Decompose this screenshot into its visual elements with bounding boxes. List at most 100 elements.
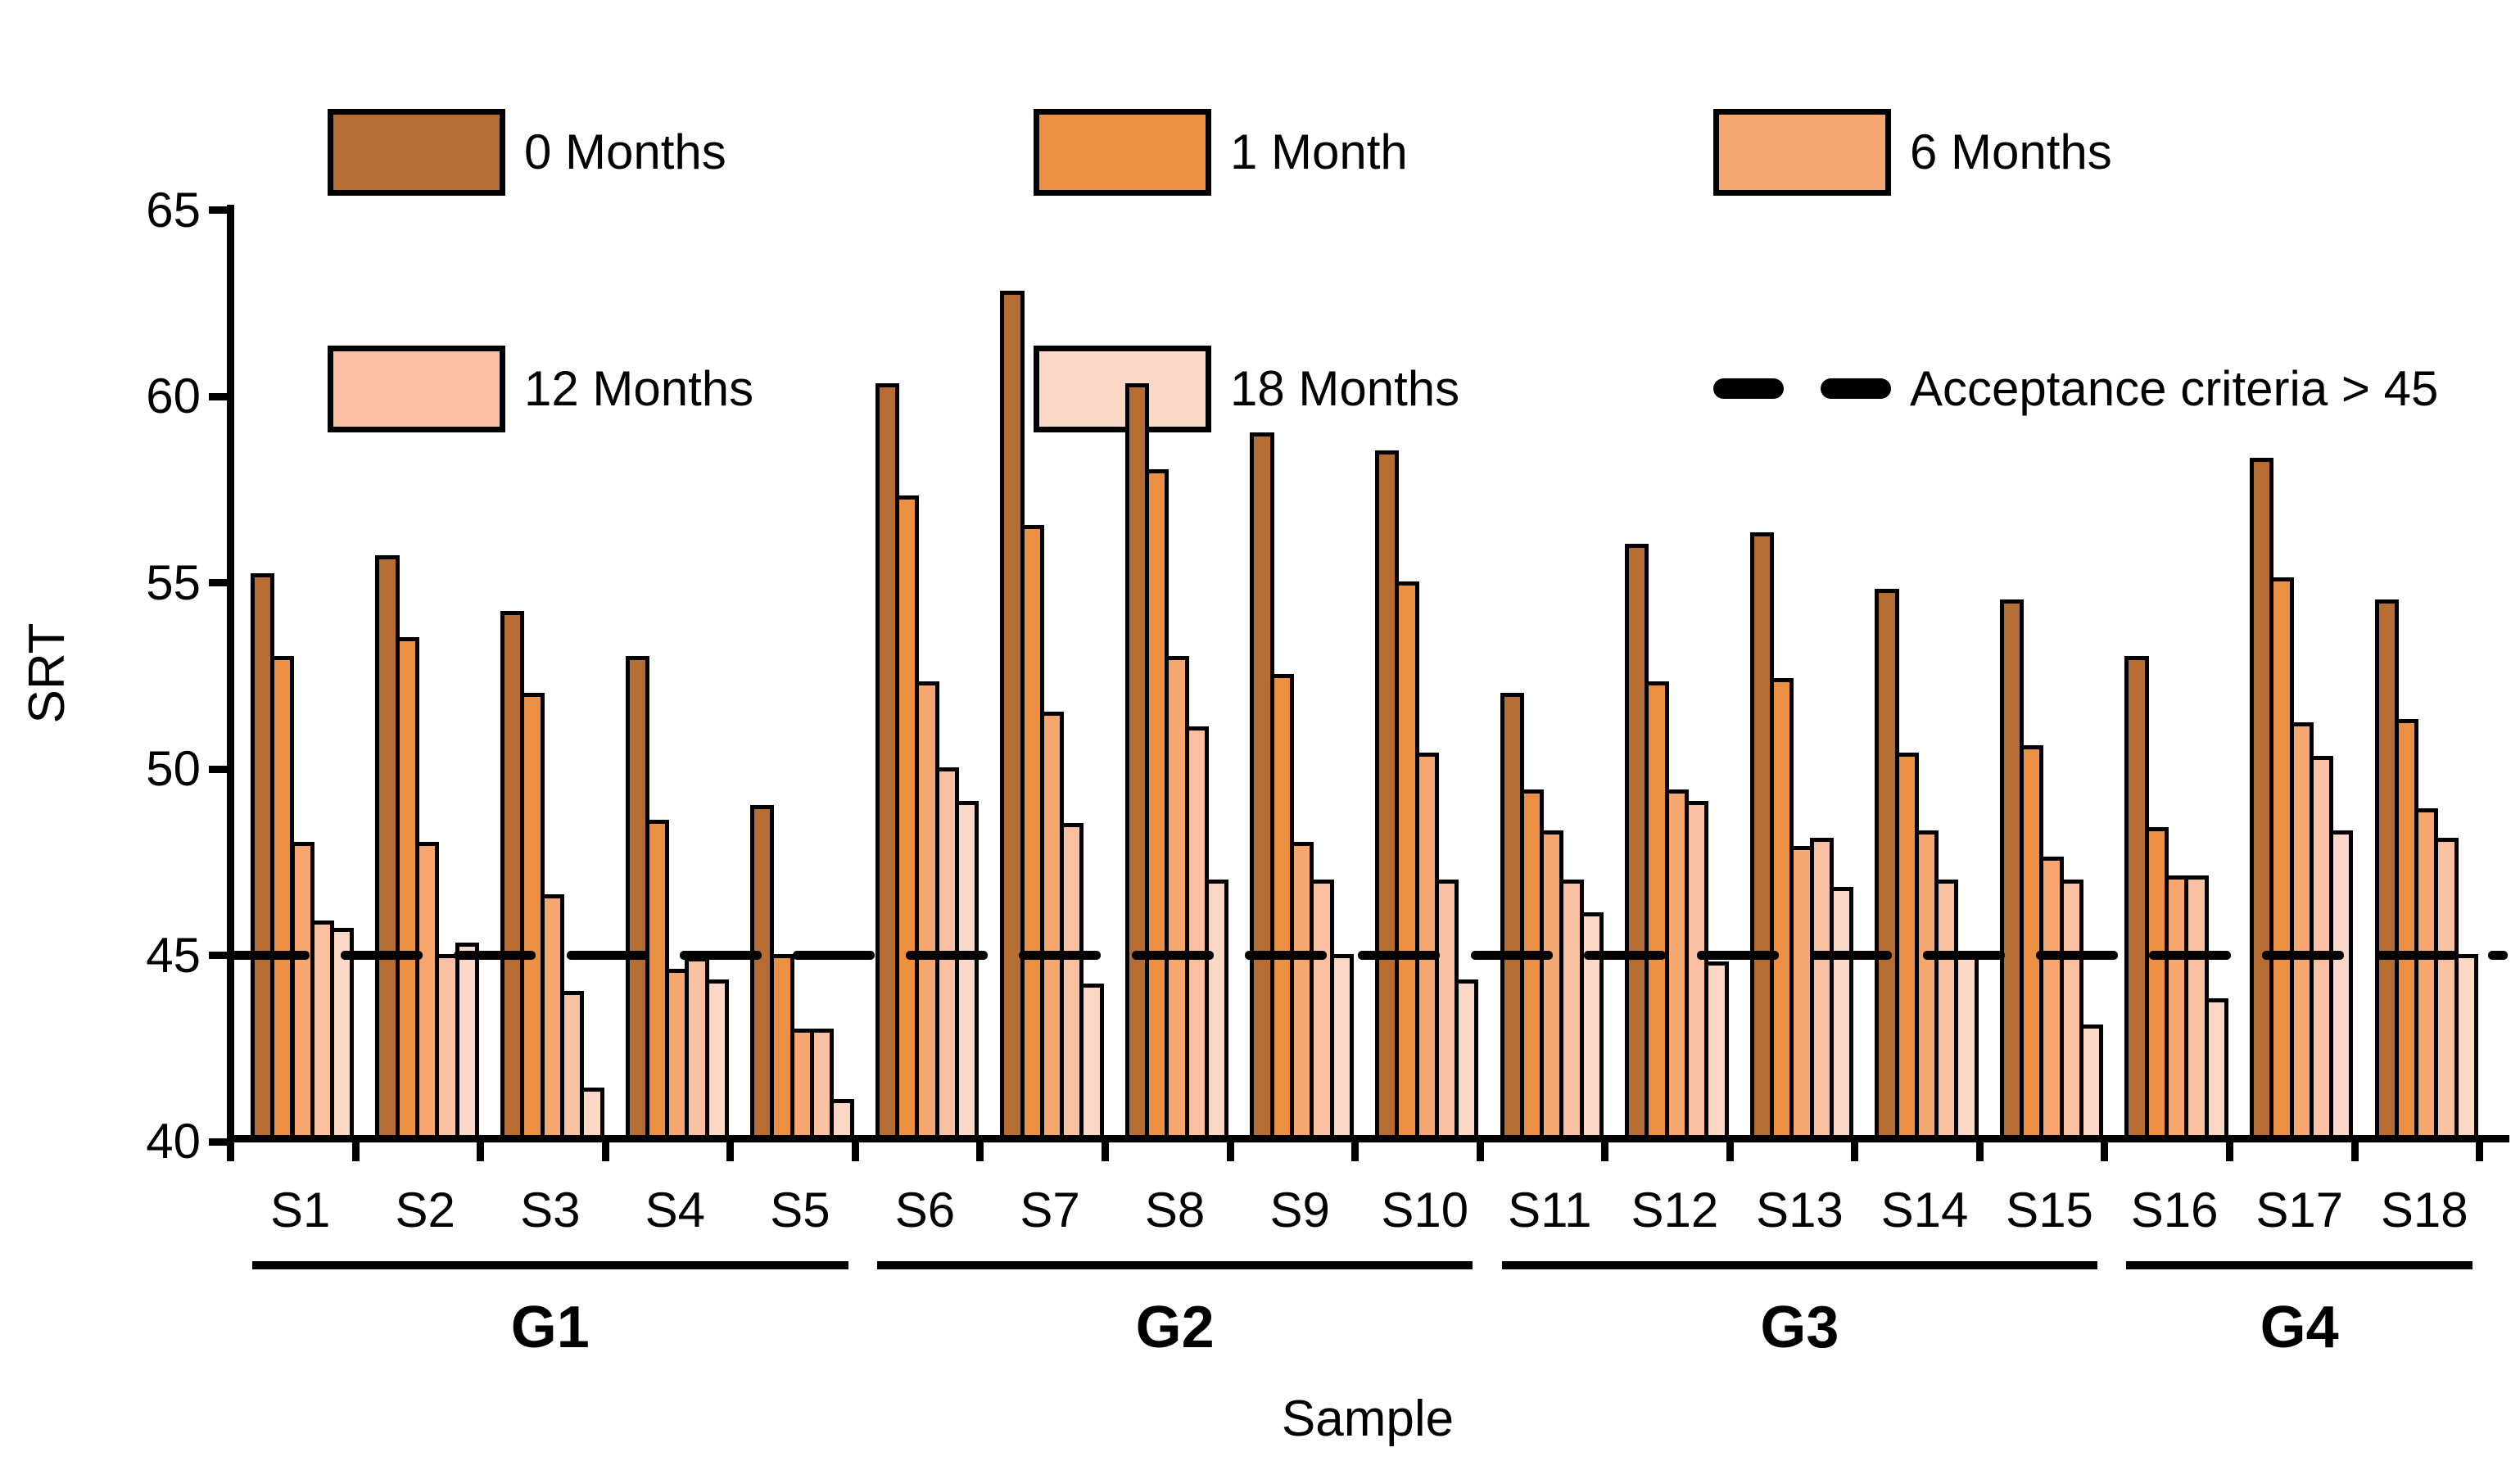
x-category-label-s7: S7 — [1020, 1183, 1080, 1237]
legend-label-0-months: 0 Months — [524, 124, 726, 179]
x-category-label-s15: S15 — [2006, 1183, 2093, 1237]
group-label-g2: G2 — [1135, 1295, 1215, 1360]
bar-S14-18-months — [1954, 953, 1979, 1142]
x-category-label-s10: S10 — [1381, 1183, 1469, 1237]
y-tick-label: 60 — [146, 369, 201, 423]
acceptance-line-dash — [1245, 951, 1327, 960]
x-category-label-s14: S14 — [1880, 1183, 1969, 1237]
x-category-label-s12: S12 — [1631, 1183, 1719, 1237]
bar-S3-12-months — [559, 991, 585, 1142]
y-tick — [209, 952, 228, 959]
bar-S1-18-months — [330, 927, 355, 1142]
legend-swatch-18-months — [1034, 346, 1211, 432]
x-tick — [851, 1140, 859, 1161]
legend-swatch-12-months — [328, 346, 505, 432]
x-tick — [1726, 1140, 1734, 1161]
bar-S3-18-months — [580, 1088, 604, 1142]
x-category-label-s13: S13 — [1756, 1183, 1844, 1237]
legend-swatch-0-months — [328, 109, 505, 196]
x-category-label-s1: S1 — [269, 1183, 331, 1237]
y-tick — [209, 206, 228, 214]
legend-label-18-months: 18 Months — [1230, 361, 1460, 416]
x-axis — [227, 1135, 2509, 1142]
x-tick — [726, 1140, 735, 1161]
y-axis — [227, 205, 234, 1142]
x-tick — [1226, 1140, 1234, 1161]
acceptance-line-dash — [2149, 951, 2231, 960]
legend-label-acceptance: Acceptance criteria > 45 — [1910, 361, 2439, 416]
y-tick-label: 40 — [146, 1114, 201, 1169]
x-tick — [351, 1140, 360, 1161]
legend-dash-segment — [1713, 378, 1784, 399]
x-tick — [2476, 1140, 2484, 1161]
x-category-label-s5: S5 — [770, 1183, 830, 1237]
y-axis-title: SRT — [19, 622, 75, 724]
x-tick — [1601, 1140, 1609, 1161]
x-tick — [1851, 1140, 1859, 1161]
x-tick — [976, 1140, 984, 1161]
x-tick — [477, 1140, 485, 1161]
bar-S10-18-months — [1455, 979, 1479, 1142]
y-tick-label: 55 — [146, 554, 201, 610]
acceptance-line-dash — [1810, 951, 1892, 960]
x-category-label-s4: S4 — [645, 1183, 706, 1237]
acceptance-line-dash — [2375, 951, 2457, 960]
legend-swatch-6-months — [1713, 109, 1891, 196]
x-category-label-s17: S17 — [2255, 1183, 2344, 1237]
x-tick — [1101, 1140, 1109, 1161]
legend-label-12-months: 12 Months — [524, 361, 754, 416]
x-category-label-s6: S6 — [894, 1183, 956, 1237]
y-tick — [209, 765, 228, 773]
y-tick — [209, 392, 228, 400]
y-tick — [209, 579, 228, 586]
x-category-label-s16: S16 — [2130, 1183, 2219, 1237]
x-tick — [1476, 1140, 1484, 1161]
legend-dash-segment — [1821, 378, 1891, 399]
group-underline-g1 — [251, 1261, 848, 1269]
group-underline-g3 — [1501, 1261, 2098, 1269]
y-tick-label: 50 — [146, 741, 201, 796]
bar-S17-18-months — [2329, 830, 2354, 1142]
x-category-label-s18: S18 — [2380, 1183, 2468, 1237]
bar-S2-18-months — [455, 942, 479, 1142]
x-category-label-s8: S8 — [1144, 1183, 1206, 1237]
acceptance-line-dash — [2488, 951, 2508, 960]
group-label-g1: G1 — [510, 1295, 590, 1360]
x-category-label-s2: S2 — [395, 1183, 455, 1237]
y-tick-label: 65 — [146, 182, 201, 237]
group-label-g3: G3 — [1760, 1295, 1839, 1360]
x-axis-title: Sample — [1281, 1391, 1455, 1447]
acceptance-line-dash — [1019, 951, 1101, 960]
bar-S9-18-months — [1329, 953, 1354, 1142]
bar-S18-18-months — [2454, 953, 2479, 1142]
bar-S12-18-months — [1704, 961, 1729, 1142]
x-category-label-s9: S9 — [1269, 1183, 1330, 1237]
legend-swatch-1-month — [1034, 109, 1211, 196]
x-tick — [1975, 1140, 1984, 1161]
acceptance-line-dash — [906, 951, 988, 960]
group-underline-g4 — [2126, 1261, 2472, 1269]
bar-S16-18-months — [2204, 998, 2228, 1142]
bar-S15-18-months — [2079, 1024, 2104, 1142]
bar-S7-12-months — [1060, 823, 1084, 1142]
acceptance-line-dash — [1471, 951, 1553, 960]
acceptance-line-dash — [341, 951, 423, 960]
bar-S13-18-months — [1829, 886, 1854, 1142]
legend-label-1-month: 1 Month — [1230, 124, 1408, 179]
acceptance-line-dash — [454, 951, 536, 960]
acceptance-line-dash — [2262, 951, 2344, 960]
bar-S11-18-months — [1579, 912, 1604, 1142]
x-tick — [1351, 1140, 1360, 1161]
x-tick — [2101, 1140, 2109, 1161]
acceptance-line-dash — [2036, 951, 2118, 960]
acceptance-line-dash — [1358, 951, 1440, 960]
bar-S4-18-months — [704, 979, 730, 1142]
x-category-label-s11: S11 — [1508, 1183, 1592, 1237]
acceptance-line-dash — [1923, 951, 2005, 960]
acceptance-line-dash — [680, 951, 762, 960]
y-tick — [209, 1138, 228, 1146]
acceptance-line-dash — [228, 951, 310, 960]
bar-S8-18-months — [1205, 879, 1229, 1142]
bar-S7-18-months — [1079, 983, 1104, 1142]
